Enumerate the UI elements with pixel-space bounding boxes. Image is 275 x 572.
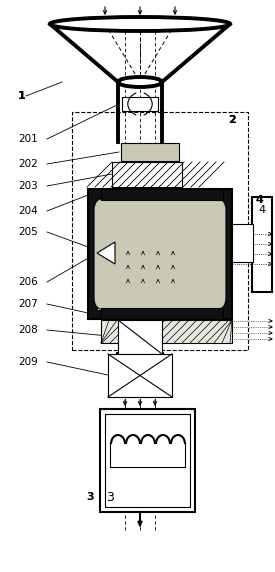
- Ellipse shape: [50, 17, 230, 31]
- Text: 208: 208: [18, 325, 38, 335]
- Text: 3: 3: [86, 492, 94, 502]
- Text: 2: 2: [228, 115, 236, 125]
- Bar: [72, 112, 248, 350]
- Bar: [101, 189, 223, 200]
- Text: 209: 209: [18, 357, 38, 367]
- Bar: [101, 320, 232, 343]
- Text: 202: 202: [18, 159, 38, 169]
- Bar: [252, 197, 272, 292]
- Text: 201: 201: [18, 134, 38, 144]
- Bar: [112, 162, 182, 187]
- Bar: [97, 198, 223, 310]
- Bar: [122, 97, 158, 111]
- Text: 203: 203: [18, 181, 38, 191]
- Text: 1: 1: [18, 91, 26, 101]
- Ellipse shape: [118, 77, 162, 87]
- Bar: [88, 189, 232, 319]
- Text: 4: 4: [258, 205, 266, 215]
- Text: 204: 204: [18, 206, 38, 216]
- Text: 205: 205: [18, 227, 38, 237]
- Bar: [101, 308, 223, 319]
- Text: 3: 3: [106, 491, 114, 504]
- Bar: [100, 409, 195, 512]
- Bar: [108, 354, 172, 397]
- FancyBboxPatch shape: [94, 198, 226, 310]
- Text: 4: 4: [255, 195, 263, 205]
- Text: 207: 207: [18, 299, 38, 309]
- Text: 206: 206: [18, 277, 38, 287]
- Polygon shape: [97, 242, 115, 264]
- Text: 4: 4: [255, 195, 262, 205]
- Bar: [121, 143, 179, 161]
- Bar: [232, 224, 253, 262]
- Bar: [118, 320, 162, 354]
- Text: 2: 2: [228, 115, 236, 125]
- Bar: [105, 414, 190, 507]
- Text: 1: 1: [18, 91, 26, 101]
